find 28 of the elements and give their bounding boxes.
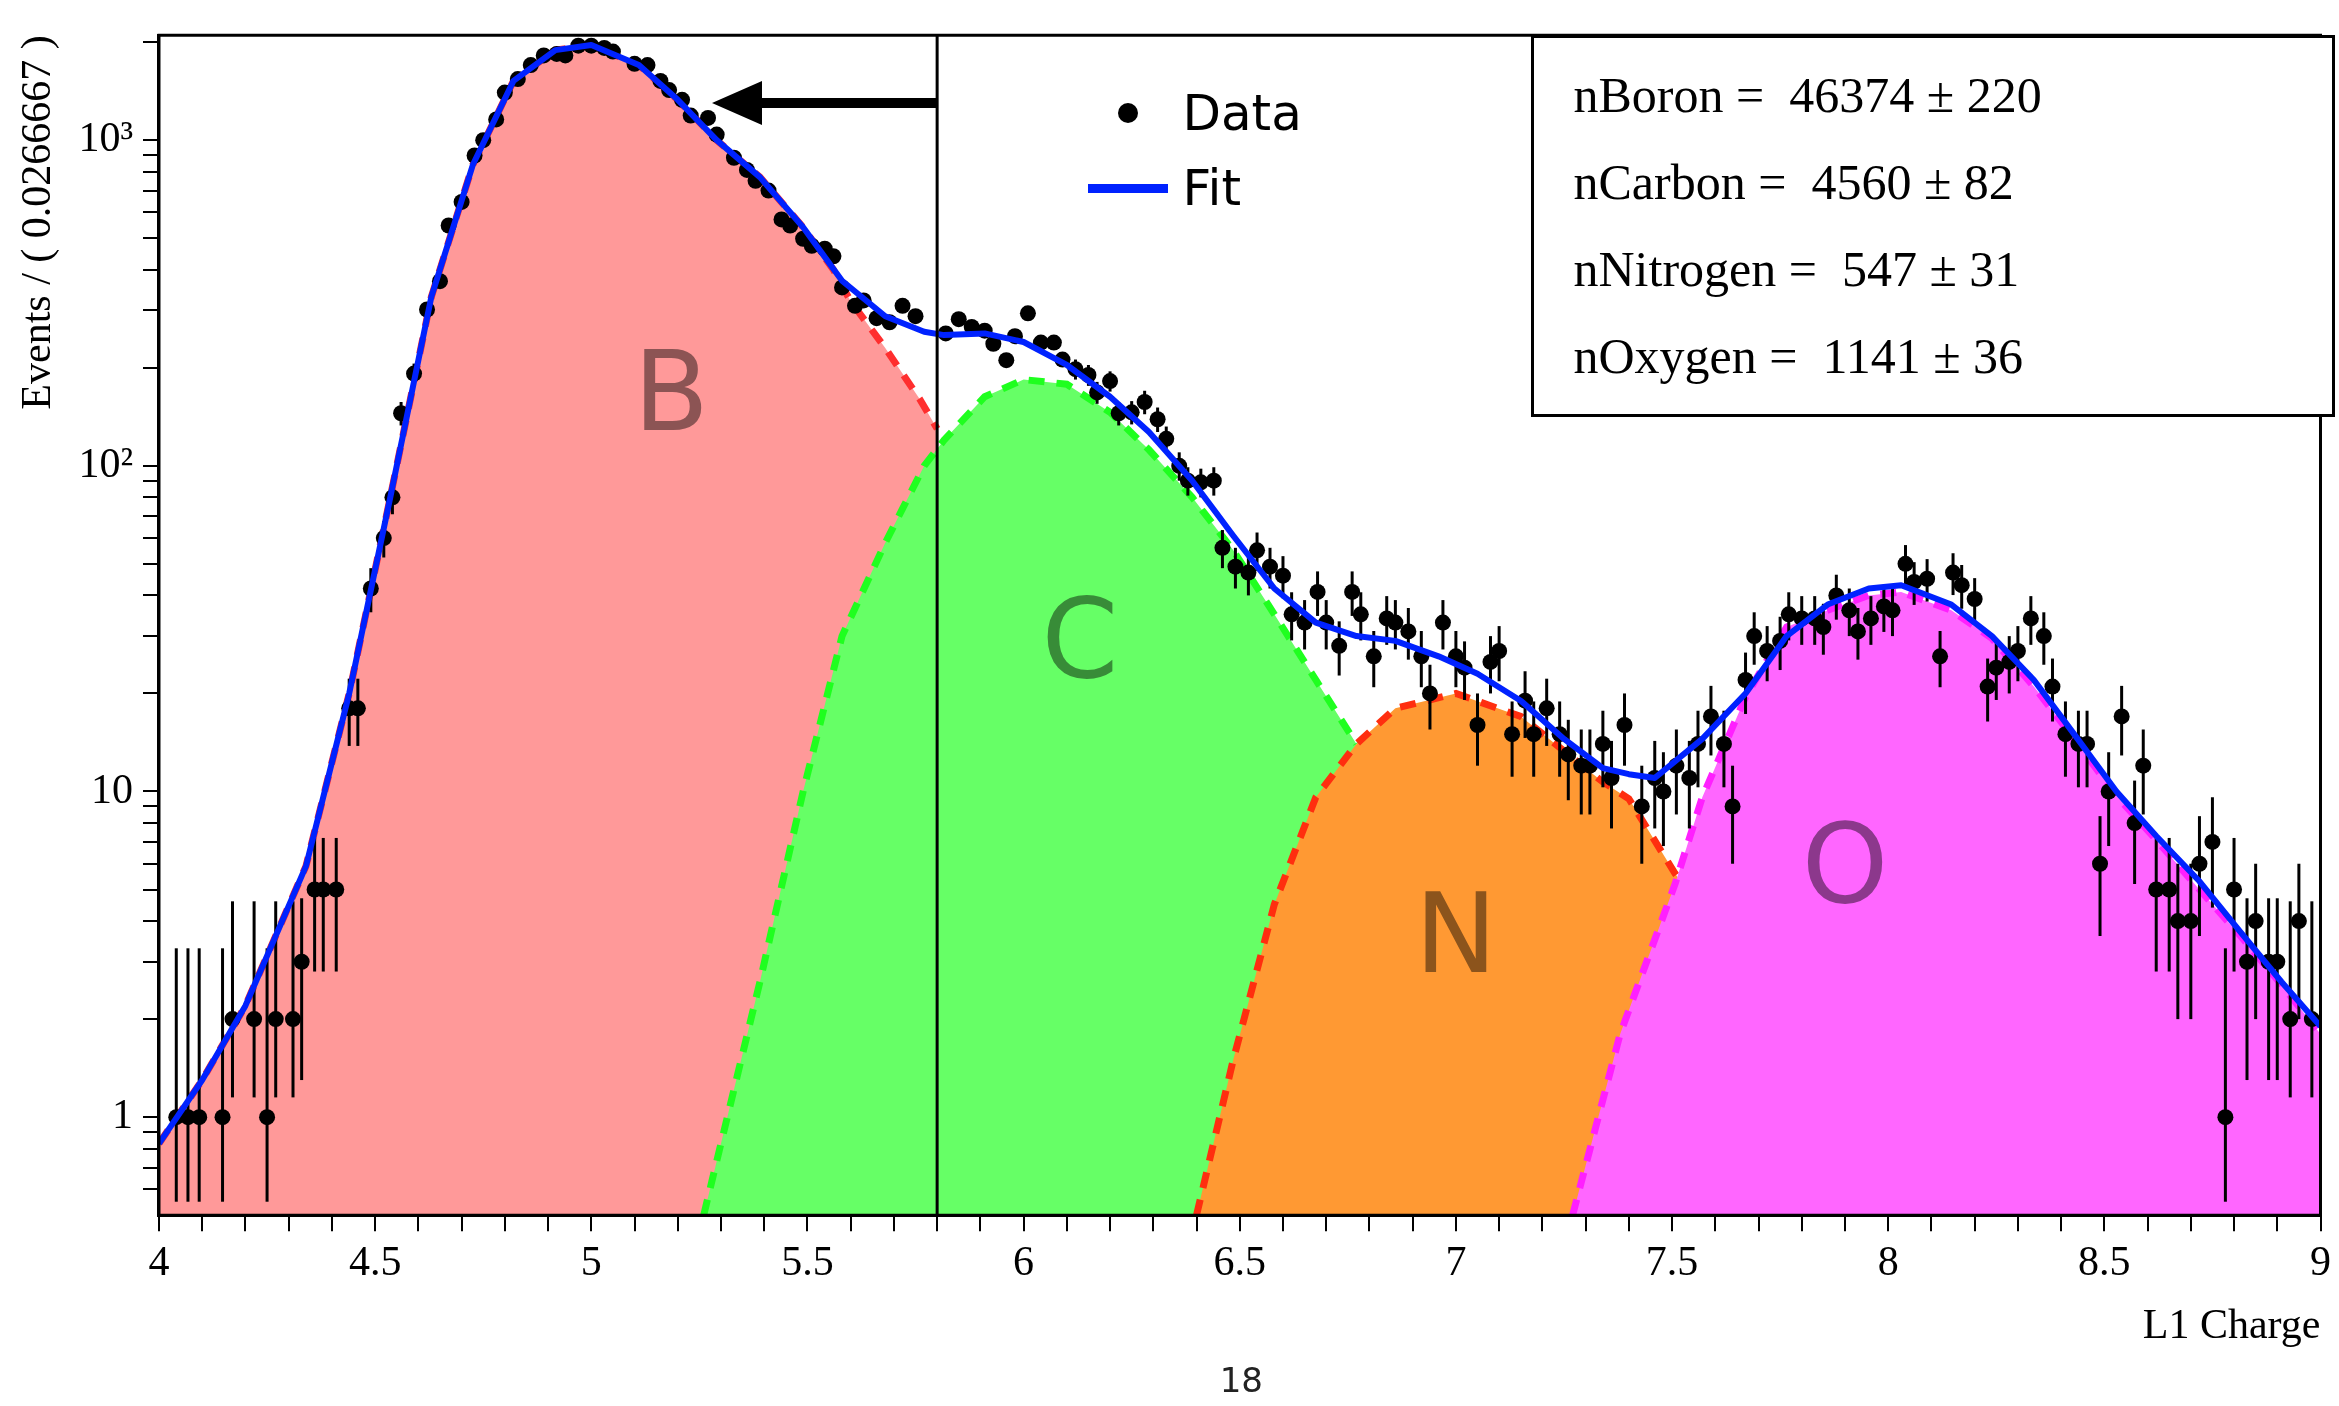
y-axis-title: Events / ( 0.0266667 ) [13, 35, 61, 410]
annotation: nBoron = 46374 ± 220 [1573, 66, 2043, 126]
x-tick-label: 7.5 [1645, 1238, 1699, 1285]
x-tick-label: 5 [580, 1238, 602, 1285]
text: 18 [1219, 1360, 1263, 1400]
x-tick-label: 8 [1877, 1238, 1899, 1285]
legend-label: Data [1182, 83, 1302, 142]
y-tick-label: 10 [90, 765, 133, 812]
annotation: O [1801, 799, 1889, 928]
annotation: nOxygen = 1141 ± 36 [1573, 327, 2025, 387]
annotation: nCarbon = 4560 ± 82 [1573, 153, 2015, 213]
x-tick-label: 4.5 [348, 1238, 402, 1285]
x-tick-label: 5.5 [781, 1238, 834, 1285]
x-tick-label: 6 [1013, 1238, 1035, 1285]
x-tick-label: 8.5 [2078, 1238, 2131, 1285]
x-tick-label: 7 [1445, 1238, 1467, 1285]
annotation: nNitrogen = 547 ± 31 [1573, 240, 2021, 300]
legend-label: Fit [1182, 158, 1242, 217]
x-tick-label: 6.5 [1213, 1238, 1266, 1285]
x-tick-label: 4 [148, 1238, 170, 1285]
y-tick-label: 1 [111, 1091, 133, 1138]
x-tick-label: 9 [2310, 1238, 2331, 1285]
y-tick-label: 10² [78, 439, 133, 486]
annotation: B [633, 327, 709, 456]
annotation: C [1041, 575, 1119, 704]
y-tick-label: 10³ [78, 114, 133, 161]
x-axis-title: L1 Charge [2142, 1300, 2321, 1347]
annotation: N [1414, 870, 1498, 999]
